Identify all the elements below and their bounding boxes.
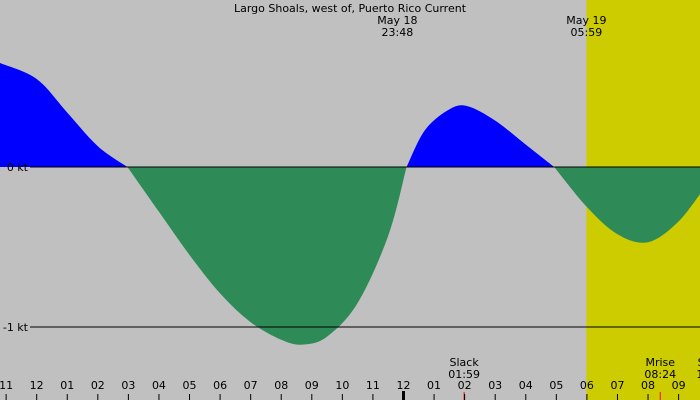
hour-tick-label: 06 xyxy=(580,379,594,392)
reference-line-label: 0 kt xyxy=(7,161,29,174)
hour-tick-label: 11 xyxy=(0,379,13,392)
hour-tick-label: 03 xyxy=(488,379,502,392)
event-name-label: Slack xyxy=(450,356,480,369)
hour-tick-label: 02 xyxy=(458,379,472,392)
hour-tick-label: 07 xyxy=(610,379,624,392)
hour-tick-label: 12 xyxy=(396,379,410,392)
hour-tick-label: 04 xyxy=(152,379,166,392)
hour-tick-label: 09 xyxy=(305,379,319,392)
ebb-current-area xyxy=(127,167,407,345)
hour-tick-label: 09 xyxy=(672,379,686,392)
hour-tick-label: 05 xyxy=(549,379,563,392)
event-name-label: Slack xyxy=(698,356,700,369)
extreme-date-label: May 18 xyxy=(377,14,417,27)
hour-tick-label: 01 xyxy=(60,379,74,392)
chart-title: Largo Shoals, west of, Puerto Rico Curre… xyxy=(234,2,467,15)
x-axis-ticks: 11 12 01 02 03 04 05 06 07 08 09 10 11 12 01 02 03 04 05 06… xyxy=(0,379,686,400)
event-time-label: 01:59 xyxy=(448,368,480,381)
hour-tick-label: 11 xyxy=(366,379,380,392)
hour-tick-label: 07 xyxy=(244,379,258,392)
hour-tick-label: 04 xyxy=(519,379,533,392)
event-time-label: 08:24 xyxy=(644,368,676,381)
hour-tick-label: 12 xyxy=(30,379,44,392)
event-labels: Slack01:59Mrise08:24Slack10:06Slack14:56… xyxy=(448,356,700,400)
hour-tick-label: 08 xyxy=(641,379,655,392)
extreme-date-label: May 19 xyxy=(566,14,606,27)
hour-tick-label: 01 xyxy=(427,379,441,392)
flood-current-area xyxy=(0,63,128,167)
reference-lines: 0 kt -1 kt xyxy=(3,161,700,334)
flood-current-area xyxy=(406,105,555,167)
event-name-label: Mrise xyxy=(645,356,675,369)
hour-tick-label: 03 xyxy=(121,379,135,392)
ebb-current-area xyxy=(554,167,700,243)
current-areas xyxy=(0,63,700,345)
reference-line-label: -1 kt xyxy=(3,321,29,334)
hour-tick-label: 05 xyxy=(183,379,197,392)
hour-tick-label: 08 xyxy=(274,379,288,392)
hour-tick-label: 10 xyxy=(335,379,349,392)
event-time-label: 10:06 xyxy=(696,368,700,381)
extreme-time-label: 05:59 xyxy=(571,26,603,39)
extreme-time-label: 23:48 xyxy=(382,26,414,39)
hour-tick-label: 02 xyxy=(91,379,105,392)
hour-tick-label: 06 xyxy=(213,379,227,392)
